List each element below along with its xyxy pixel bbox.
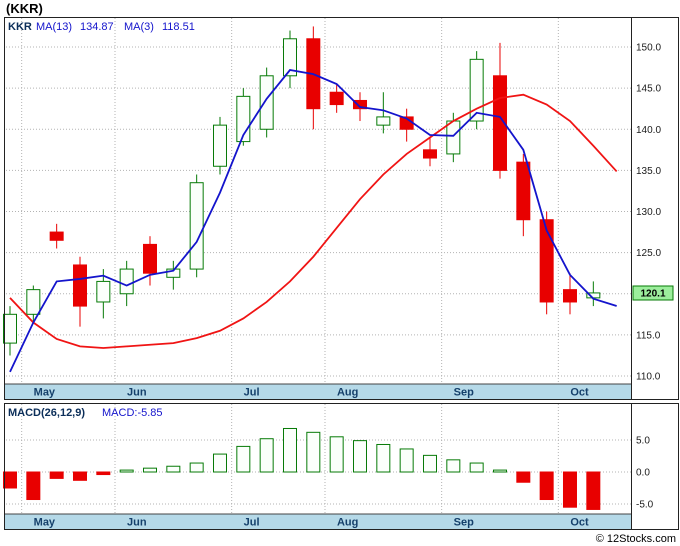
month-label: Oct (570, 517, 589, 529)
candle-up (446, 120, 461, 155)
macd-axis-tick: 0.0 (636, 468, 650, 479)
macd-legend-label: MACD(26,12,9) (8, 407, 85, 419)
last-price-badge: 120.1 (632, 285, 674, 301)
price-axis-tick: 150.0 (636, 43, 661, 54)
macd-legend-value: MACD:-5.85 (102, 407, 163, 419)
price-axis-tick: 110.0 (636, 372, 661, 383)
candle-up (469, 58, 484, 122)
macd-bar-negative (26, 471, 41, 501)
candle-down (352, 99, 367, 110)
candle-up (376, 116, 391, 126)
last-price-badge-box (632, 285, 674, 301)
month-label: Oct (570, 387, 589, 399)
ma3-line (9, 69, 617, 373)
candle-up (3, 313, 17, 344)
macd-axis-tick: -5.0 (636, 500, 654, 511)
macd-bar-positive (352, 440, 367, 473)
month-label: Sep (454, 387, 474, 399)
macd-bar-positive (469, 462, 484, 473)
legend-ma3-value: 118.51 (162, 21, 195, 33)
macd-bar-negative (516, 471, 531, 483)
month-label: Jun (127, 387, 147, 399)
page-title: (KKR) (6, 1, 43, 16)
ma13-line (9, 93, 618, 349)
macd-bar-positive (422, 454, 437, 473)
month-label: Aug (337, 517, 358, 529)
candle-up (26, 289, 41, 315)
month-axis-band (5, 384, 631, 400)
price-axis-tick: 145.0 (636, 84, 661, 95)
macd-bar-positive (212, 453, 227, 473)
macd-bar-positive (119, 469, 134, 473)
price-axis-tick: 130.0 (636, 207, 661, 218)
macd-bar-positive (306, 431, 321, 473)
price-axis-tick: 115.0 (636, 330, 661, 341)
price-axis-tick: 135.0 (636, 166, 661, 177)
candle-down (539, 219, 554, 303)
copyright-credit: © 12Stocks.com (596, 533, 676, 545)
month-label: Jun (127, 517, 147, 529)
macd-bar-positive (399, 448, 414, 473)
month-label: Sep (454, 517, 474, 529)
macd-bar-positive (189, 462, 204, 473)
chart-frames (4, 17, 679, 530)
candle-down (422, 149, 437, 159)
month-axis-band (5, 514, 631, 530)
macd-bar-negative (72, 471, 87, 481)
macd-bar-positive (236, 445, 251, 473)
candle-down (562, 289, 577, 303)
candle-up (259, 75, 274, 130)
candle-down (72, 264, 87, 307)
candle-down (142, 243, 157, 274)
candle-down (516, 161, 531, 221)
macd-axis-tick: 5.0 (636, 436, 650, 447)
candle-down (329, 91, 344, 106)
candle-up (282, 38, 297, 77)
month-label: May (34, 387, 56, 399)
macd-bar-positive (142, 467, 157, 473)
macd-bar-negative (562, 471, 577, 508)
price-legend: KKR MA(13) 134.87 MA(3) 118.51 (8, 21, 195, 33)
legend-symbol: KKR (8, 21, 32, 33)
candle-up (212, 124, 227, 167)
macd-legend: MACD(26,12,9) MACD:-5.85 (8, 407, 163, 419)
macd-bar-negative (539, 471, 554, 501)
month-label: Jul (244, 517, 260, 529)
month-label: Aug (337, 387, 358, 399)
candle-up (119, 268, 134, 295)
macd-bar-negative (96, 471, 111, 476)
price-axis-tick: 125.0 (636, 248, 661, 259)
legend-ma13-label: MA(13) (36, 21, 72, 33)
macd-bar-positive (166, 465, 181, 473)
candle-down (49, 231, 64, 241)
chart-marks: 150.0145.0140.0135.0130.0125.0120.0115.0… (3, 18, 661, 530)
macd-bar-positive (282, 427, 297, 473)
candle-up (166, 268, 181, 278)
price-axis-tick: 140.0 (636, 125, 661, 136)
macd-bar-negative (49, 471, 64, 479)
macd-bar-negative (586, 471, 601, 510)
legend-ma3-label: MA(3) (124, 21, 154, 33)
macd-bar-positive (492, 469, 507, 473)
legend-ma13-value: 134.87 (80, 21, 114, 33)
macd-bar-positive (329, 436, 344, 473)
macd-bar-negative (3, 471, 17, 489)
macd-bar-positive (376, 443, 391, 473)
month-label: Jul (244, 387, 260, 399)
macd-bar-positive (259, 438, 274, 473)
last-price-value: 120.1 (640, 289, 665, 300)
candle-up (96, 280, 111, 303)
macd-bar-positive (446, 459, 461, 473)
candle-up (189, 182, 204, 270)
month-label: May (34, 517, 56, 529)
